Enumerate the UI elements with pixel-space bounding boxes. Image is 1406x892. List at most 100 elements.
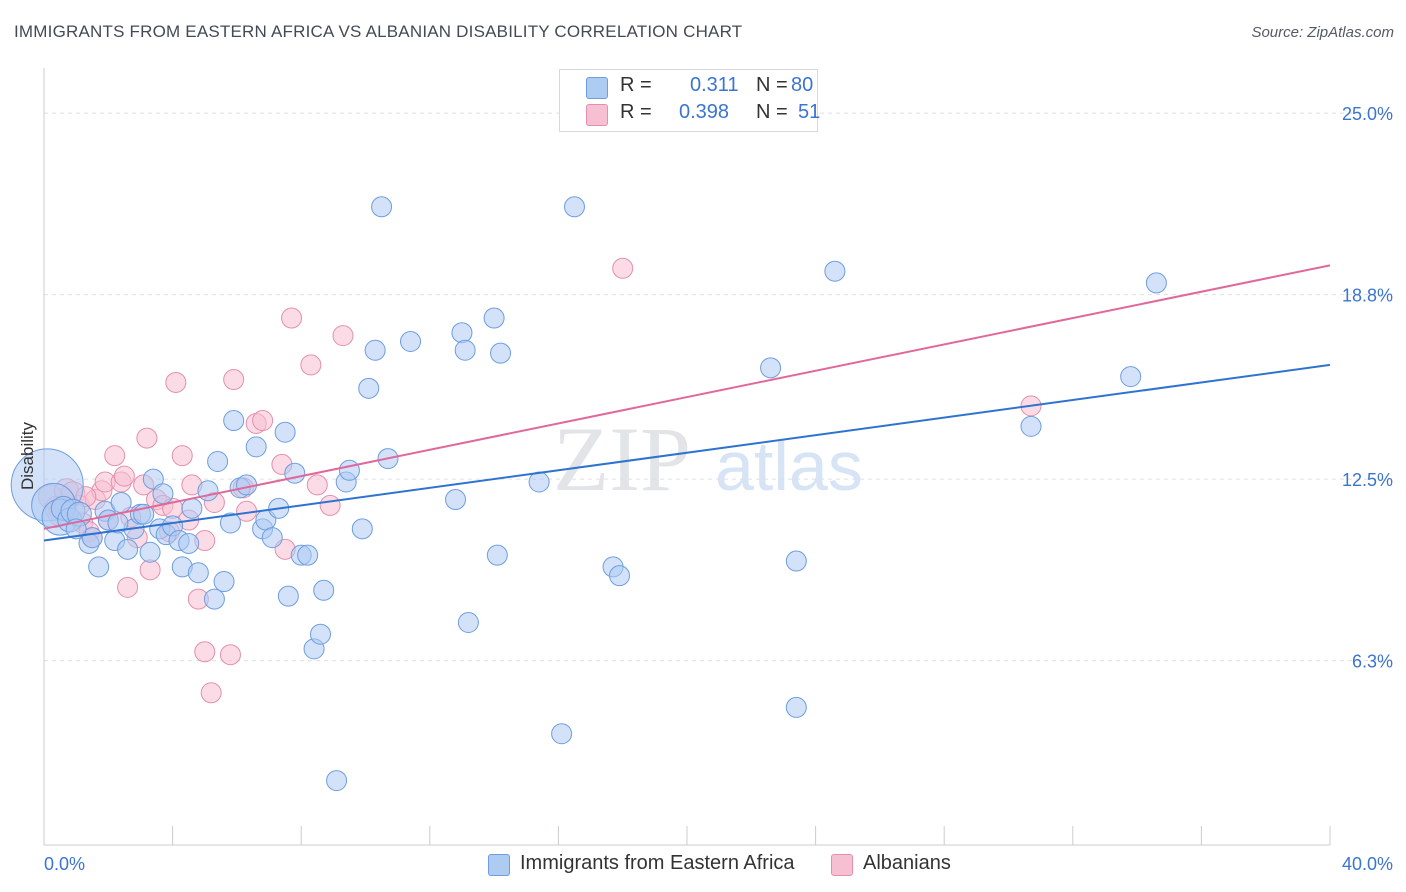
point-albanian	[306, 474, 328, 496]
legend-swatch-blue	[586, 77, 608, 99]
point-eastern-africa	[110, 491, 132, 513]
legend-n-label: N =	[756, 74, 788, 96]
legend-label: Albanians	[863, 852, 951, 874]
point-eastern-africa	[117, 538, 139, 560]
point-albanian	[165, 371, 187, 393]
point-eastern-africa	[400, 330, 422, 352]
point-eastern-africa	[490, 342, 512, 364]
legend-swatch-pink	[831, 854, 853, 876]
point-albanian	[252, 410, 274, 432]
eastern-africa-points	[10, 196, 1167, 792]
point-eastern-africa	[187, 562, 209, 584]
point-eastern-africa	[454, 339, 476, 361]
point-eastern-africa	[445, 489, 467, 511]
point-eastern-africa	[785, 550, 807, 572]
source-label: Source: ZipAtlas.com	[1251, 24, 1394, 41]
y-tick-label: 25.0%	[1342, 104, 1393, 124]
point-eastern-africa	[457, 612, 479, 634]
chart-title: IMMIGRANTS FROM EASTERN AFRICA VS ALBANI…	[14, 22, 743, 41]
watermark-zip: ZIP	[553, 408, 691, 510]
legend-r-label: R =	[620, 101, 652, 123]
point-albanian	[332, 325, 354, 347]
point-eastern-africa	[245, 436, 267, 458]
point-eastern-africa	[261, 527, 283, 549]
point-eastern-africa	[371, 196, 393, 218]
legend-n-value: 80	[791, 74, 814, 96]
point-albanian	[104, 445, 126, 467]
point-albanian	[136, 427, 158, 449]
point-eastern-africa	[197, 480, 219, 502]
point-eastern-africa	[608, 565, 630, 587]
point-eastern-africa	[152, 483, 174, 505]
legend-n-label: N =	[756, 101, 788, 123]
point-eastern-africa	[142, 468, 164, 490]
point-eastern-africa	[451, 322, 473, 344]
correlation-legend: R = 0.311 N = 80 R = 0.398 N = 51	[559, 69, 821, 132]
point-albanian	[117, 576, 139, 598]
point-eastern-africa	[551, 723, 573, 745]
point-eastern-africa	[219, 512, 241, 534]
point-eastern-africa	[181, 497, 203, 519]
point-albanian	[300, 354, 322, 376]
point-eastern-africa	[483, 307, 505, 329]
point-albanian	[219, 644, 241, 666]
point-albanian	[139, 559, 161, 581]
point-eastern-africa	[528, 471, 550, 493]
x-tick-label: 40.0%	[1342, 854, 1393, 874]
point-eastern-africa	[326, 770, 348, 792]
point-eastern-africa	[203, 588, 225, 610]
point-albanian	[223, 369, 245, 391]
y-tick-label: 12.5%	[1342, 470, 1393, 490]
point-eastern-africa	[313, 579, 335, 601]
tick-labels: 6.3% 12.5% 18.8% 25.0% 0.0% 40.0%	[44, 104, 1393, 874]
point-eastern-africa	[486, 544, 508, 566]
watermark-atlas: atlas	[715, 427, 863, 505]
point-eastern-africa	[297, 544, 319, 566]
point-albanian	[319, 494, 341, 516]
trend-line-eastern-africa	[43, 363, 1331, 542]
point-eastern-africa	[284, 462, 306, 484]
point-eastern-africa	[223, 410, 245, 432]
point-eastern-africa	[213, 571, 235, 593]
y-tick-label: 6.3%	[1352, 652, 1393, 672]
point-eastern-africa	[824, 260, 846, 282]
point-albanian	[194, 641, 216, 663]
point-eastern-africa	[785, 696, 807, 718]
point-eastern-africa	[358, 377, 380, 399]
trend-line-albanians	[43, 264, 1331, 530]
point-eastern-africa	[1020, 415, 1042, 437]
point-albanian	[612, 257, 634, 279]
legend-n-value: 51	[798, 101, 821, 123]
point-albanian	[171, 445, 193, 467]
point-eastern-africa	[338, 459, 360, 481]
legend-r-label: R =	[620, 74, 652, 96]
legend-r-value: 0.311	[690, 74, 739, 96]
point-albanian	[113, 465, 135, 487]
point-eastern-africa	[1120, 366, 1142, 388]
point-eastern-africa	[1145, 272, 1167, 294]
legend-swatch-blue	[488, 854, 510, 876]
point-eastern-africa	[207, 451, 229, 472]
point-eastern-africa	[364, 339, 386, 361]
point-eastern-africa	[760, 357, 782, 379]
watermark: ZIP atlas	[553, 408, 863, 510]
point-eastern-africa	[88, 556, 110, 578]
legend-swatch-pink	[586, 104, 608, 126]
grid	[44, 112, 1395, 662]
legend-label: Immigrants from Eastern Africa	[520, 852, 795, 874]
point-eastern-africa	[563, 196, 585, 218]
x-tick-label: 0.0%	[44, 854, 85, 874]
point-eastern-africa	[139, 541, 161, 563]
point-albanian	[281, 307, 303, 329]
point-eastern-africa	[277, 585, 299, 607]
point-eastern-africa	[309, 623, 331, 645]
y-axis-label: Disability	[18, 421, 37, 490]
point-eastern-africa	[351, 518, 373, 540]
legend-r-value: 0.398	[679, 101, 730, 123]
y-tick-label: 18.8%	[1342, 286, 1393, 306]
point-albanian	[200, 682, 222, 704]
point-eastern-africa	[274, 421, 296, 443]
trend-lines	[43, 264, 1331, 542]
point-eastern-africa	[178, 532, 200, 554]
